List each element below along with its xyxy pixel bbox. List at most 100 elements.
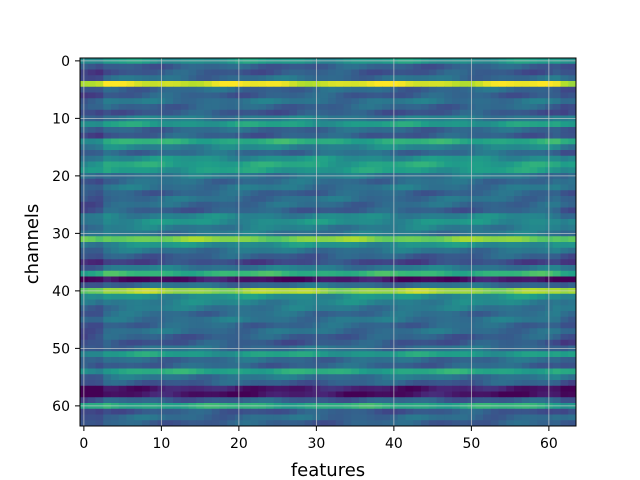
heatmap-cell [126, 305, 135, 312]
heatmap-cell [149, 207, 158, 214]
heatmap-cell [281, 178, 290, 185]
heatmap-cell [351, 196, 360, 203]
heatmap-cell [374, 201, 383, 208]
heatmap-cell [250, 98, 259, 105]
heatmap-cell [142, 224, 151, 231]
heatmap-cell [537, 207, 546, 214]
heatmap-cell [118, 109, 127, 116]
heatmap-cell [204, 98, 213, 105]
heatmap-cell [304, 144, 313, 151]
heatmap-cell [173, 253, 182, 260]
heatmap-cell [273, 408, 282, 415]
heatmap-cell [428, 207, 437, 214]
heatmap-cell [351, 305, 360, 312]
heatmap-cell [304, 86, 313, 93]
heatmap-cell [87, 184, 96, 191]
heatmap-cell [219, 144, 228, 151]
heatmap-cell [258, 357, 267, 364]
heatmap-cell [335, 98, 344, 105]
heatmap-cell [149, 305, 158, 312]
heatmap-cell [87, 265, 96, 272]
heatmap-cell [521, 201, 530, 208]
heatmap-cell [103, 276, 112, 283]
heatmap-cell [103, 362, 112, 369]
heatmap-cell [405, 311, 414, 318]
heatmap-cell [529, 155, 538, 162]
heatmap-cell [250, 178, 259, 185]
heatmap-cell [537, 259, 546, 266]
heatmap-cell [328, 414, 337, 421]
heatmap-cell [506, 184, 515, 191]
heatmap-cell [568, 86, 577, 93]
heatmap-cell [490, 167, 499, 174]
heatmap-cell [250, 408, 259, 415]
heatmap-cell [560, 196, 569, 203]
heatmap-cell [320, 368, 329, 375]
heatmap-cell [227, 63, 236, 70]
heatmap-cell [134, 385, 143, 392]
heatmap-cell [521, 414, 530, 421]
heatmap-cell [266, 81, 275, 88]
heatmap-cell [204, 132, 213, 139]
heatmap-cell [444, 305, 453, 312]
heatmap-cell [452, 75, 461, 82]
heatmap-cell [568, 127, 577, 134]
heatmap-cell [320, 155, 329, 162]
heatmap-cell [320, 293, 329, 300]
heatmap-cell [335, 385, 344, 392]
heatmap-cell [537, 224, 546, 231]
heatmap-cell [297, 196, 306, 203]
heatmap-cell [266, 86, 275, 93]
heatmap-cell [498, 201, 507, 208]
heatmap-cell [320, 207, 329, 214]
heatmap-cell [514, 368, 523, 375]
heatmap-cell [514, 213, 523, 220]
heatmap-cell [165, 138, 174, 145]
heatmap-cell [328, 368, 337, 375]
heatmap-cell [537, 311, 546, 318]
heatmap-cell [297, 161, 306, 168]
heatmap-cell [111, 311, 120, 318]
heatmap-cell [490, 305, 499, 312]
heatmap-cell [180, 86, 189, 93]
heatmap-cell [196, 305, 205, 312]
heatmap-cell [405, 236, 414, 243]
heatmap-cell [211, 339, 220, 346]
heatmap-cell [366, 109, 375, 116]
heatmap-cell [173, 270, 182, 277]
heatmap-cell [118, 155, 127, 162]
heatmap-cell [529, 81, 538, 88]
heatmap-cell [142, 265, 151, 272]
heatmap-cell [382, 259, 391, 266]
heatmap-cell [405, 86, 414, 93]
heatmap-cell [490, 339, 499, 346]
heatmap-cell [359, 69, 368, 76]
heatmap-cell [343, 322, 352, 329]
heatmap-cell [490, 213, 499, 220]
heatmap-cell [529, 75, 538, 82]
heatmap-cell [436, 219, 445, 226]
heatmap-cell [444, 322, 453, 329]
heatmap-cell [266, 219, 275, 226]
heatmap-cell [374, 75, 383, 82]
heatmap-cell [428, 236, 437, 243]
heatmap-cell [568, 276, 577, 283]
heatmap-cell [281, 311, 290, 318]
heatmap-cell [506, 81, 515, 88]
heatmap-cell [506, 397, 515, 404]
heatmap-cell [126, 104, 135, 111]
heatmap-cell [297, 334, 306, 341]
heatmap-cell [568, 75, 577, 82]
heatmap-cell [134, 81, 143, 88]
heatmap-cell [273, 167, 282, 174]
heatmap-cell [483, 253, 492, 260]
heatmap-cell [405, 270, 414, 277]
heatmap-cell [258, 104, 267, 111]
heatmap-cell [87, 397, 96, 404]
heatmap-cell [343, 265, 352, 272]
heatmap-cell [374, 213, 383, 220]
heatmap-cell [281, 334, 290, 341]
heatmap-cell [413, 397, 422, 404]
heatmap-cell [490, 184, 499, 191]
heatmap-cell [204, 224, 213, 231]
